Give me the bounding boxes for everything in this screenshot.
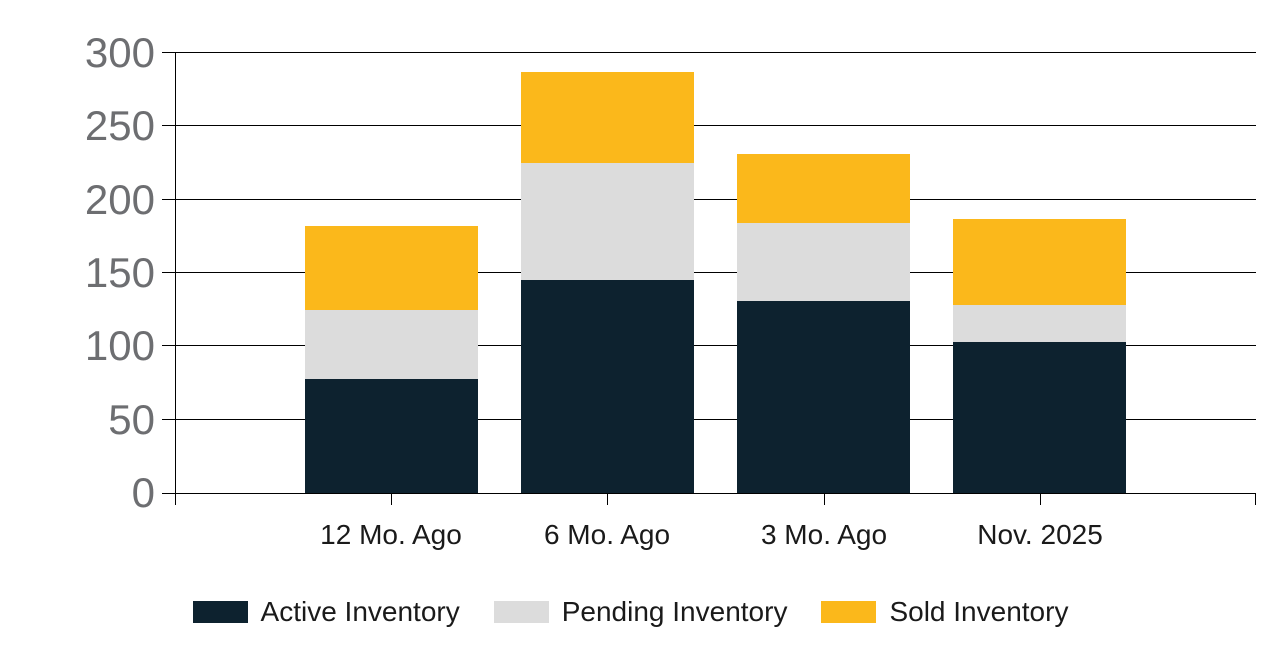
y-axis-line [175, 53, 176, 505]
x-axis-tick-3 [824, 493, 825, 505]
bar-segment-active-inventory [737, 301, 910, 493]
x-axis-tick-1 [391, 493, 392, 505]
gridline-50 [162, 419, 1256, 420]
gridline-150 [162, 272, 1256, 273]
bar-segment-active-inventory [305, 379, 478, 493]
gridline-300 [162, 52, 1256, 53]
gridline-200 [162, 199, 1256, 200]
y-axis-label-50: 50 [108, 396, 155, 443]
y-axis-label-100: 100 [84, 322, 155, 369]
legend-label-active-inventory: Active Inventory [260, 596, 460, 627]
legend-item-active-inventory: Active Inventory [192, 596, 460, 627]
gridline-250 [162, 125, 1256, 126]
bar-segment-sold-inventory [521, 72, 694, 163]
bar-segment-sold-inventory [953, 219, 1126, 305]
x-axis-label-4: Nov. 2025 [977, 519, 1103, 550]
bar-segment-sold-inventory [305, 226, 478, 310]
x-axis-tick-2 [607, 493, 608, 505]
legend-swatch-sold-inventory [821, 601, 877, 623]
bar-segment-active-inventory [521, 280, 694, 493]
y-axis-label-200: 200 [84, 176, 155, 223]
x-axis-label-3: 3 Mo. Ago [760, 519, 888, 550]
bar-segment-sold-inventory [737, 154, 910, 223]
bar-segment-pending-inventory [953, 305, 1126, 342]
bar-segment-pending-inventory [305, 310, 478, 379]
legend-item-pending-inventory: Pending Inventory [493, 596, 788, 627]
x-axis-end-tick [1255, 493, 1256, 505]
legend-item-sold-inventory: Sold Inventory [821, 597, 1068, 627]
y-axis-label-250: 250 [84, 102, 155, 149]
bar-group-2 [521, 72, 694, 493]
bar-group-1 [305, 226, 478, 493]
plot-area [162, 52, 1256, 505]
bar-group-4 [953, 219, 1126, 493]
x-axis-label-1: 12 Mo. Ago [320, 519, 462, 550]
x-axis-tick-4 [1040, 493, 1041, 505]
legend-swatch-pending-inventory [493, 601, 549, 623]
x-axis-label-2: 6 Mo. Ago [543, 519, 671, 550]
chart-legend: Active Inventory Pending Inventory Sold In… [0, 597, 1261, 627]
legend-label-pending-inventory: Pending Inventory [561, 596, 788, 627]
bar-segment-pending-inventory [737, 223, 910, 301]
gridline-100 [162, 345, 1256, 346]
y-axis-label-300: 300 [84, 29, 155, 76]
bar-segment-active-inventory [953, 342, 1126, 493]
bar-segment-pending-inventory [521, 163, 694, 280]
gridline-0 [162, 493, 1256, 494]
y-axis-label-0: 0 [131, 469, 155, 516]
legend-label-sold-inventory: Sold Inventory [889, 596, 1069, 627]
bar-group-3 [737, 154, 910, 493]
legend-swatch-active-inventory [192, 601, 248, 623]
y-axis-label-150: 150 [84, 249, 155, 296]
